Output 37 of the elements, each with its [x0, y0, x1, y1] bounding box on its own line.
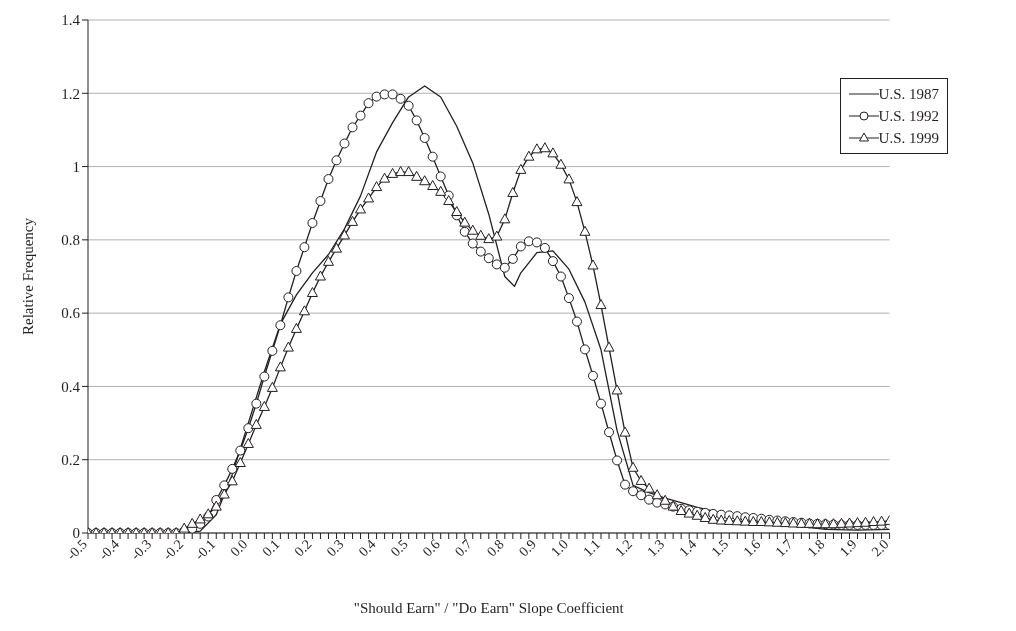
x-tick-label: 1.3	[644, 536, 668, 560]
legend-label: U.S. 1987	[878, 85, 939, 103]
y-tick-label: 0.8	[61, 232, 80, 249]
x-tick-label: 1.6	[740, 536, 764, 560]
x-tick-label: 1.4	[676, 536, 700, 560]
x-tick-label: -0.1	[192, 536, 219, 563]
x-tick-label: -0.2	[160, 536, 187, 563]
x-tick-label: 1.5	[708, 536, 732, 560]
x-tick-label: 0.2	[291, 536, 315, 560]
x-tick-label: 1.7	[772, 536, 796, 560]
x-tick-label: 0.9	[516, 536, 539, 560]
x-tick-label: 0.8	[483, 536, 507, 560]
y-axis-title: Relative Frequency	[20, 217, 37, 336]
x-tick-label: -0.4	[95, 536, 123, 563]
x-tick-label: 0.6	[419, 536, 443, 560]
x-tick-label: 1.2	[612, 536, 636, 560]
x-tick-label: 1.8	[804, 536, 828, 560]
x-tick-label: 0.4	[355, 536, 379, 560]
x-tick-label: 1.1	[580, 536, 604, 560]
y-tick-label: 1.2	[61, 85, 80, 102]
legend-label: U.S. 1999	[878, 129, 939, 147]
x-tick-label: 0.0	[227, 536, 251, 560]
x-tick-label: 2.0	[868, 536, 892, 560]
y-tick-label: 0.6	[61, 305, 81, 322]
x-tick-label: 0.1	[259, 536, 283, 560]
x-tick-label: 1.9	[836, 536, 860, 560]
y-tick-label: 0.4	[61, 378, 81, 395]
x-tick-label: 0.5	[387, 536, 411, 560]
x-tick-label: 0.7	[451, 536, 475, 560]
x-tick-label: -0.3	[127, 536, 155, 563]
y-tick-label: 1	[72, 158, 80, 175]
x-tick-label: 1.0	[548, 536, 572, 560]
y-tick-label: 0.2	[61, 452, 80, 469]
legend-label: U.S. 1992	[878, 107, 939, 125]
x-tick-label: 0.3	[323, 536, 347, 560]
x-axis-title: "Should Earn" / "Do Earn" Slope Coefficient	[353, 600, 625, 616]
y-tick-label: 1.4	[61, 12, 81, 29]
